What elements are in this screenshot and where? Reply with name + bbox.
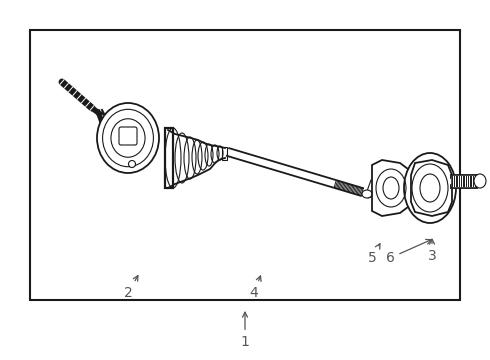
Ellipse shape bbox=[362, 190, 372, 198]
Text: 1: 1 bbox=[241, 312, 249, 349]
Text: 5: 5 bbox=[368, 244, 380, 265]
FancyBboxPatch shape bbox=[119, 127, 137, 145]
Polygon shape bbox=[168, 130, 225, 188]
Text: 4: 4 bbox=[249, 276, 261, 300]
Text: 3: 3 bbox=[428, 239, 437, 263]
Text: 2: 2 bbox=[123, 276, 138, 300]
Polygon shape bbox=[372, 160, 414, 216]
Ellipse shape bbox=[97, 103, 159, 173]
Text: 6: 6 bbox=[386, 239, 431, 265]
Ellipse shape bbox=[404, 153, 456, 223]
Polygon shape bbox=[411, 160, 452, 216]
Bar bbox=[222, 147, 227, 160]
Ellipse shape bbox=[128, 161, 136, 167]
Bar bbox=[30, 30, 460, 300]
Ellipse shape bbox=[474, 174, 486, 188]
Bar bbox=[165, 128, 173, 188]
